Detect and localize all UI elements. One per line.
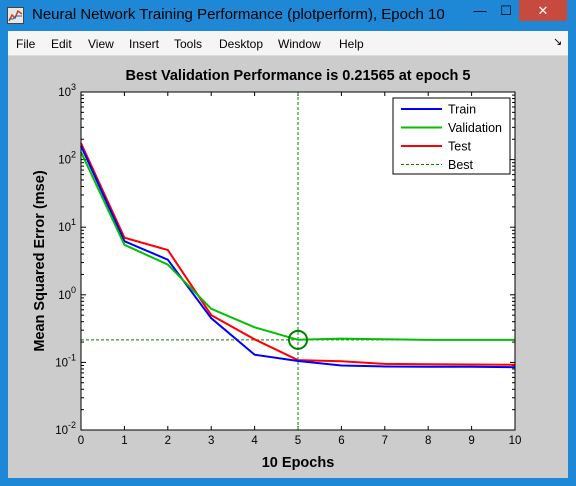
y-tick-label: 103	[58, 82, 76, 99]
x-tick-label: 8	[425, 435, 431, 447]
legend-label: Test	[448, 140, 471, 154]
y-tick-label: 101	[58, 217, 76, 234]
y-axis-label: Mean Squared Error (mse)	[32, 170, 48, 351]
x-tick-label: 9	[468, 435, 474, 447]
x-tick-label: 3	[208, 435, 214, 447]
menu-insert[interactable]: Insert	[129, 37, 160, 51]
legend-box	[392, 97, 511, 175]
menu-help[interactable]: Help	[339, 37, 364, 51]
close-button[interactable]: ✕	[519, 0, 567, 21]
title-bar[interactable]: Neural Network Training Performance (plo…	[0, 0, 576, 31]
x-tick-label: 0	[78, 435, 84, 447]
x-tick-label: 4	[251, 435, 258, 447]
performance-chart: Best Validation Performance is 0.21565 a…	[32, 68, 522, 471]
y-tick-label: 102	[58, 150, 76, 167]
legend-label: Best	[448, 158, 474, 172]
chart-title: Best Validation Performance is 0.21565 a…	[126, 68, 471, 84]
x-tick-label: 1	[121, 435, 127, 447]
y-tick-label: 10-1	[55, 352, 76, 369]
series-line-validation	[80, 151, 515, 341]
x-tick-label: 2	[165, 435, 171, 447]
menu-tools[interactable]: Tools	[174, 37, 203, 51]
x-axis-label: 10 Epochs	[262, 455, 335, 471]
y-tick-label: 10-2	[55, 420, 76, 437]
minimize-button[interactable]: —	[473, 3, 487, 18]
legend-label: Validation	[448, 121, 502, 135]
x-tick-label: 10	[509, 435, 522, 447]
x-tick-label: 7	[382, 435, 388, 447]
y-tick-label: 100	[58, 285, 76, 302]
maximize-button[interactable]: ☐	[500, 2, 512, 18]
menu-edit[interactable]: Edit	[51, 37, 72, 51]
matlab-figure-icon	[7, 7, 24, 24]
best-point-marker	[288, 329, 308, 350]
menu-bar: File Edit View Insert Tools Desktop Wind…	[8, 31, 568, 56]
legend-label: Train	[448, 103, 476, 117]
menu-desktop[interactable]: Desktop	[219, 37, 264, 51]
menu-view[interactable]: View	[88, 37, 114, 51]
x-tick-label: 6	[338, 435, 344, 447]
axes-frame	[80, 91, 516, 431]
legend: Train Validation Test Best	[392, 97, 511, 175]
x-tick-label: 5	[295, 435, 301, 447]
dock-arrow-icon[interactable]: ↘	[553, 36, 563, 48]
menu-window[interactable]: Window	[278, 37, 321, 51]
window-title: Neural Network Training Performance (plo…	[32, 6, 446, 23]
figure-canvas: Best Validation Performance is 0.21565 a…	[8, 56, 568, 478]
menu-file[interactable]: File	[16, 37, 36, 51]
series-line-train	[80, 145, 516, 369]
